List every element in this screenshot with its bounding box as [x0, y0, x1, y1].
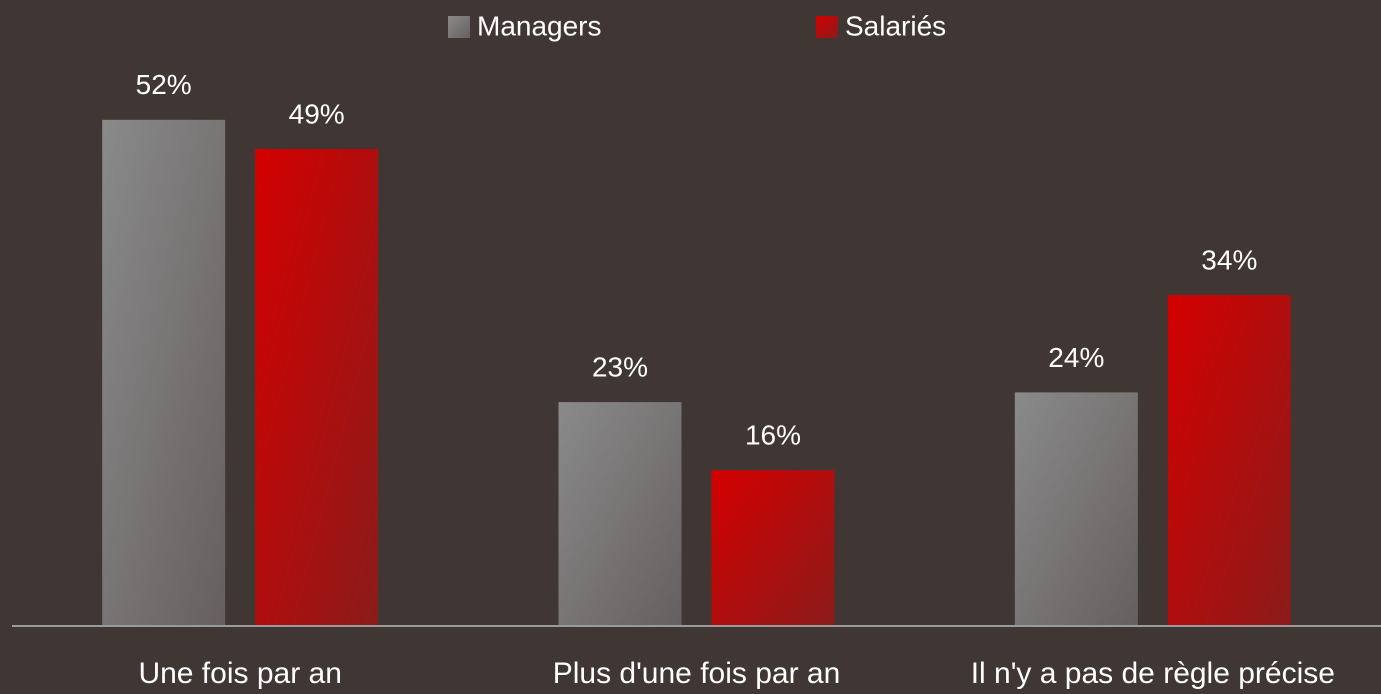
x-tick-label: Une fois par an: [138, 657, 341, 690]
bar: [1014, 392, 1138, 626]
legend-swatch: [448, 16, 470, 38]
legend-label: Salariés: [845, 10, 946, 41]
legend-label: Managers: [477, 10, 602, 41]
value-label: 49%: [289, 98, 345, 129]
value-label: 34%: [1201, 244, 1257, 275]
value-label: 23%: [592, 352, 648, 383]
value-label: 16%: [745, 420, 801, 451]
x-tick-label: Plus d'une fois par an: [553, 657, 841, 690]
bar: [255, 149, 379, 626]
x-tick-label: Il n'y a pas de règle précise: [971, 657, 1335, 690]
value-label: 52%: [136, 69, 192, 100]
bar: [558, 402, 682, 626]
bar: [102, 119, 226, 626]
bar: [711, 470, 835, 626]
legend-swatch: [816, 16, 838, 38]
bar: [1167, 295, 1291, 626]
value-label: 24%: [1048, 342, 1104, 373]
